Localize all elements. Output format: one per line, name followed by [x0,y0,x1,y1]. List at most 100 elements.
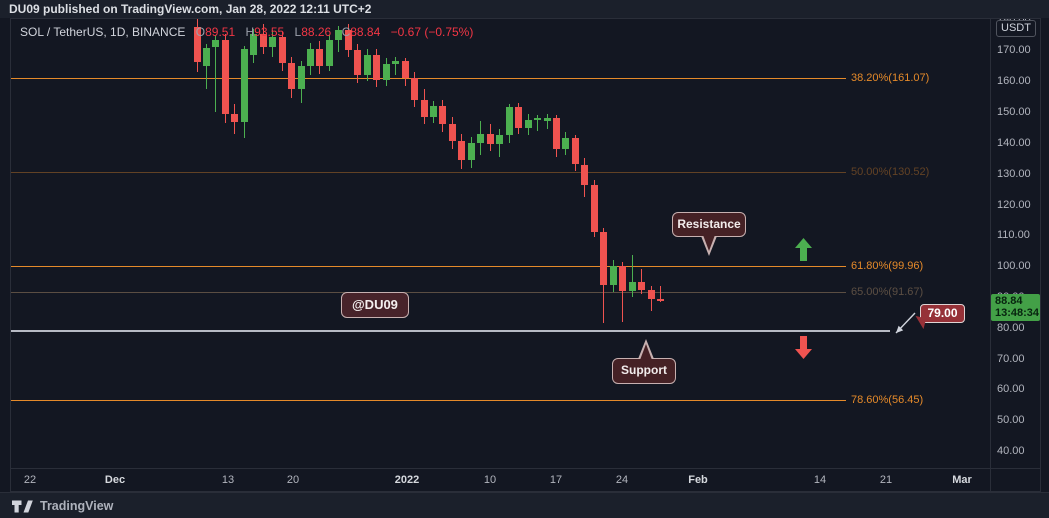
price-tick-140: 140.00 [997,136,1031,149]
chart-pane[interactable]: 38.20%(161.07) 50.00%(130.52) 61.80%(99.96… [10,18,990,468]
fib-label-78.6: 78.60%(56.45) [851,394,924,407]
candle [581,164,589,185]
candle [354,50,362,76]
fib-label-65: 65.00%(91.67) [851,285,924,298]
price-axis[interactable]: 180.00170.00160.00150.00140.00130.00120.… [991,18,1041,468]
callout-tail [703,235,715,251]
time-tick-24: 24 [615,474,629,486]
support-price-flag[interactable]: 79.00 [912,304,965,330]
time-tick-21: 21 [879,474,893,486]
fib-line-65[interactable] [11,291,846,293]
fib-line-61.8[interactable] [11,266,846,268]
fib-line-78.6[interactable] [11,400,846,402]
candle [325,39,333,66]
time-tick-14: 14 [813,474,827,486]
candle [344,30,352,51]
low-label: L [294,25,302,39]
candle-wick [641,269,643,294]
candle-wick [622,261,624,322]
candle [647,289,655,300]
candle [600,232,608,285]
time-axis[interactable]: 22 Dec 13 20 2022 10 17 24 Feb 14 21 Mar [10,468,990,492]
tradingview-logo-icon[interactable] [12,499,33,513]
price-tick-150: 150.00 [997,106,1031,119]
author-watermark-label[interactable]: @DU09 [341,292,409,318]
fib-label-61.8: 61.80%(99.96) [851,260,924,273]
time-tick-Mar: Mar [952,474,972,486]
fib-line-50[interactable] [11,172,846,174]
symbol-legend: SOL / TetherUS, 1D, BINANCE O89.51 H93.5… [20,25,473,40]
price-tick-50: 50.00 [997,414,1025,427]
last-price-tag: 88.84 13:48:34 [991,293,1040,321]
candle [609,266,617,285]
mouse-cursor-icon [895,312,916,334]
price-tick-100: 100.00 [997,260,1031,273]
fib-label-38.2: 38.20%(161.07) [851,72,930,84]
candle [590,184,598,233]
fib-line-38.2[interactable] [11,78,846,79]
candle [486,133,494,145]
candle [524,119,532,128]
candle [619,266,627,291]
candle [250,33,258,56]
candle [430,105,437,117]
time-tick-Dec: Dec [104,474,126,486]
price-tick-120: 120.00 [997,198,1031,211]
high-label: H [245,25,255,39]
tradingview-brand-text[interactable]: TradingView [40,498,114,513]
publish-bar: DU09 published on TradingView.com, Jan 2… [0,0,1049,18]
price-tick-60: 60.00 [997,383,1025,396]
bar-countdown: 13:48:34 [995,306,1040,319]
attribution-bar: TradingView [0,492,1049,518]
candle [552,118,560,150]
arrow-down-marker-icon[interactable] [795,336,812,359]
time-tick-10: 10 [483,474,497,486]
candle [297,65,305,89]
support-callout[interactable]: Support [612,339,676,384]
candle [193,27,201,62]
price-tick-80: 80.00 [997,321,1025,334]
candle [562,138,570,150]
candle [458,141,466,160]
candle [401,61,409,79]
open-label: O [195,25,206,39]
currency-badge[interactable]: USDT [996,20,1036,37]
candle [439,105,447,125]
price-tick-70: 70.00 [997,352,1025,365]
open-value: 89.51 [205,25,236,39]
resistance-callout[interactable]: Resistance [672,212,746,256]
candle [278,36,286,63]
candle [543,118,551,122]
candle [496,135,504,145]
candle-wick [631,255,633,297]
candle [477,133,485,143]
symbol-title[interactable]: SOL / TetherUS, 1D, BINANCE [20,25,186,39]
candle-wick [205,44,207,89]
change-value: −0.67 (−0.75%) [390,25,474,39]
support-price-flag-text: 79.00 [927,306,958,320]
candle [221,39,229,114]
time-tick-17: 17 [549,474,563,486]
fib-label-50: 50.00%(130.52) [851,166,930,179]
candle [448,124,456,142]
candle [392,61,400,65]
price-tick-40: 40.00 [997,445,1025,458]
last-price-value: 88.84 [995,294,1023,307]
time-tick-13: 13 [221,474,235,486]
price-tick-110: 110.00 [997,229,1030,242]
support-trendline[interactable] [11,329,890,332]
candle [259,33,267,48]
author-watermark-text: @DU09 [352,297,398,312]
time-tick-2022: 2022 [394,474,420,486]
time-tick-Feb: Feb [688,474,708,486]
candle-wick [546,113,548,130]
resistance-callout-text: Resistance [677,217,741,231]
time-tick-22: 22 [23,474,37,486]
candle [316,48,324,66]
arrow-up-marker-icon[interactable] [795,238,812,261]
price-tick-170: 170.00 [997,44,1031,57]
close-label: C [341,25,351,39]
candle-wick [537,115,539,131]
close-value: 88.84 [350,25,381,39]
